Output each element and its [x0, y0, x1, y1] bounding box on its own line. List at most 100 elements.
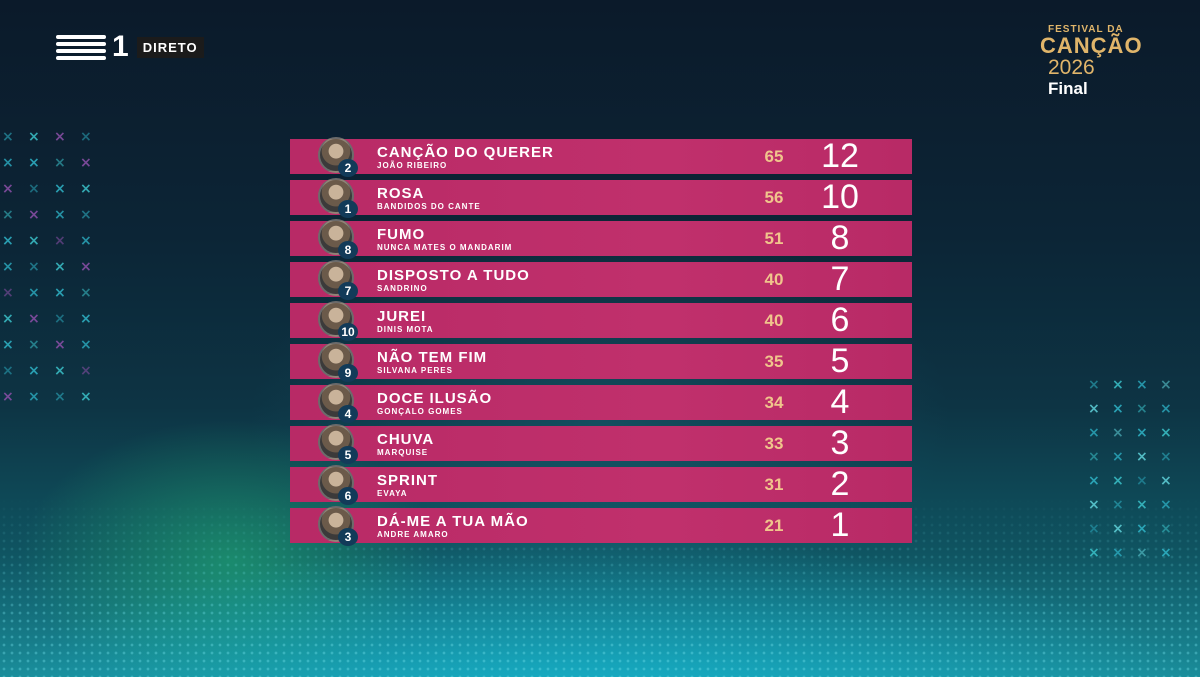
awarded-points: 1 — [830, 506, 850, 544]
x-mark: × — [1088, 425, 1100, 441]
vote-score: 51 — [764, 229, 784, 248]
artist-name: BANDIDOS DO CANTE — [377, 202, 481, 211]
channel-number: 1 — [112, 30, 129, 63]
x-mark: × — [54, 337, 66, 353]
x-mark: × — [80, 311, 92, 327]
scoreboard-row: 10 JUREI DINIS MOTA 40 6 — [290, 301, 912, 341]
x-mark: × — [54, 129, 66, 145]
x-mark: × — [2, 311, 14, 327]
x-mark: × — [28, 207, 40, 223]
running-order-badge: 6 — [338, 487, 358, 505]
x-mark: × — [2, 259, 14, 275]
x-mark: × — [28, 129, 40, 145]
x-mark: × — [28, 233, 40, 249]
x-mark: × — [80, 363, 92, 379]
x-mark: × — [2, 337, 14, 353]
x-mark: × — [1136, 521, 1148, 537]
running-order-badge: 1 — [338, 200, 358, 218]
scoreboard-row: 4 DOCE ILUSÃO GONÇALO GOMES 34 4 — [290, 383, 912, 423]
artist-name: MARQUISE — [377, 448, 429, 457]
x-mark: × — [54, 311, 66, 327]
vote-score: 21 — [764, 516, 784, 535]
x-mark: × — [1112, 401, 1124, 417]
x-mark: × — [1088, 545, 1100, 561]
artist-name: JOÃO RIBEIRO — [377, 161, 448, 170]
x-mark: × — [1136, 401, 1148, 417]
avatar — [318, 506, 354, 542]
x-mark: × — [54, 285, 66, 301]
song-title: DISPOSTO A TUDO — [377, 267, 530, 284]
festival-logo: FESTIVAL DA CANÇÃO 2026 Final — [1040, 24, 1160, 99]
channel-logo: 1 DIRETO — [56, 30, 204, 63]
x-mark: × — [54, 259, 66, 275]
avatar — [318, 178, 354, 214]
x-mark: × — [2, 389, 14, 405]
running-order-badge: 8 — [338, 241, 358, 259]
x-mark: × — [1088, 401, 1100, 417]
x-mark: × — [28, 389, 40, 405]
x-mark: × — [2, 155, 14, 171]
avatar — [318, 301, 354, 337]
x-mark: × — [80, 207, 92, 223]
x-mark: × — [1112, 473, 1124, 489]
x-mark: × — [54, 181, 66, 197]
awarded-points: 7 — [830, 260, 850, 298]
song-title: NÃO TEM FIM — [377, 349, 488, 366]
rtp-logo-icon — [56, 34, 106, 60]
artist-name: GONÇALO GOMES — [377, 407, 463, 416]
vote-score: 40 — [764, 311, 784, 330]
x-mark: × — [1160, 497, 1172, 513]
song-title: FUMO — [377, 226, 426, 243]
vote-score: 35 — [764, 352, 784, 371]
x-mark: × — [1112, 377, 1124, 393]
song-title: SPRINT — [377, 472, 439, 489]
x-mark: × — [1160, 377, 1172, 393]
x-mark: × — [1160, 473, 1172, 489]
vote-score: 33 — [764, 434, 784, 453]
x-mark: × — [1160, 545, 1172, 561]
x-mark: × — [1112, 545, 1124, 561]
festival-year: 2026 — [1048, 56, 1095, 79]
x-mark: × — [80, 259, 92, 275]
artist-name: ANDRE AMARO — [377, 530, 449, 539]
x-mark: × — [28, 155, 40, 171]
vote-score: 40 — [764, 270, 784, 289]
song-title: CHUVA — [377, 431, 435, 448]
artist-name: SANDRINO — [377, 284, 428, 293]
festival-stage: Final — [1048, 79, 1088, 98]
x-mark: × — [1136, 377, 1148, 393]
x-mark: × — [1088, 377, 1100, 393]
festival-top-text: FESTIVAL DA — [1048, 24, 1124, 35]
x-mark: × — [1160, 521, 1172, 537]
live-badge: DIRETO — [136, 36, 204, 58]
scoreboard-row: 3 DÁ-ME A TUA MÃO ANDRE AMARO 21 1 — [290, 506, 912, 546]
awarded-points: 10 — [821, 178, 859, 216]
x-mark: × — [54, 207, 66, 223]
awarded-points: 4 — [830, 383, 850, 421]
awarded-points: 2 — [830, 465, 850, 503]
x-mark: × — [1136, 425, 1148, 441]
artist-name: DINIS MOTA — [377, 325, 434, 334]
x-mark: × — [1088, 473, 1100, 489]
x-mark: × — [28, 181, 40, 197]
x-mark: × — [80, 155, 92, 171]
x-mark: × — [28, 311, 40, 327]
running-order-badge: 7 — [338, 282, 358, 300]
x-mark: × — [28, 337, 40, 353]
x-mark: × — [28, 259, 40, 275]
x-mark: × — [54, 389, 66, 405]
x-mark: × — [80, 337, 92, 353]
x-mark: × — [1112, 521, 1124, 537]
scoreboard-row: 6 SPRINT EVAYA 31 2 — [290, 465, 912, 505]
scoreboard-row: 9 NÃO TEM FIM SILVANA PERES 35 5 — [290, 342, 912, 382]
festival-name: CANÇÃO — [1040, 33, 1143, 58]
song-title: ROSA — [377, 185, 425, 202]
running-order-badge: 4 — [338, 405, 358, 423]
x-mark: × — [28, 285, 40, 301]
song-title: CANÇÃO DO QUERER — [377, 144, 554, 161]
scoreboard-row: 8 FUMO NUNCA MATES O MANDARIM 51 8 — [290, 219, 912, 259]
running-order-badge: 9 — [338, 364, 358, 382]
artist-name: EVAYA — [377, 489, 408, 498]
x-mark: × — [1136, 545, 1148, 561]
x-mark: × — [2, 363, 14, 379]
